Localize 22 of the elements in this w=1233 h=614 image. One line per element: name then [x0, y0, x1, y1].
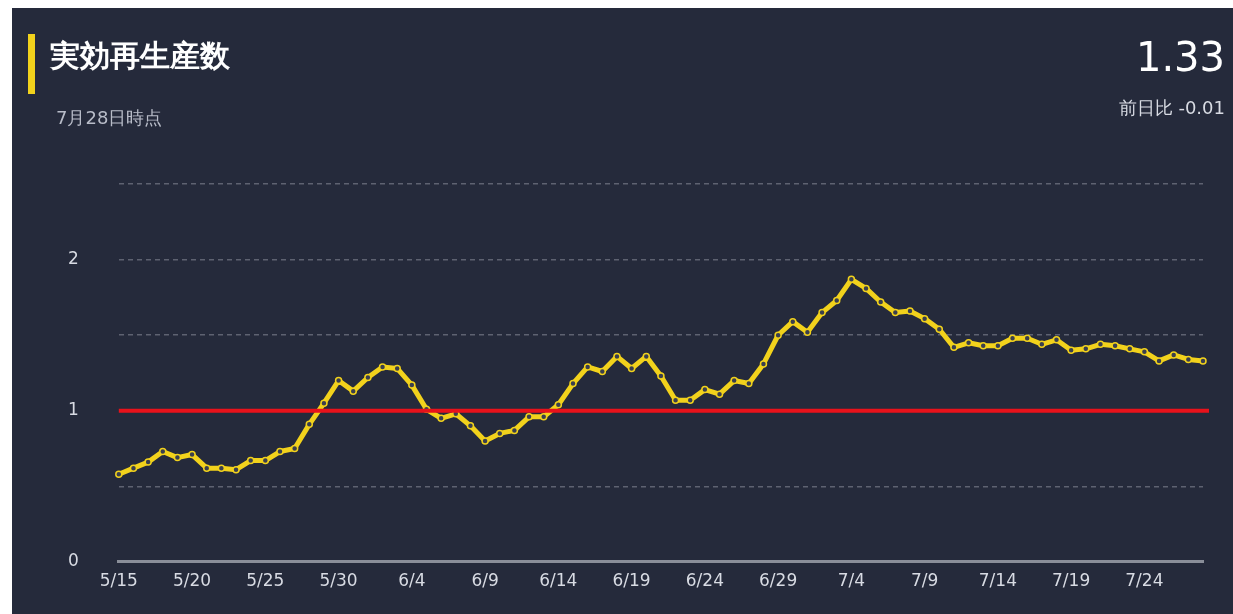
y-tick-label: 1	[67, 399, 79, 420]
x-tick-label: 7/14	[978, 570, 1017, 591]
x-tick-label: 7/4	[837, 570, 866, 591]
y-tick-label: 0	[67, 550, 79, 571]
x-tick-label: 5/15	[99, 570, 138, 591]
text: 1.33	[1135, 34, 1225, 80]
x-tick-label: 7/9	[910, 570, 939, 591]
x-tick-label: 6/19	[612, 570, 651, 591]
x-tick-label: 7/19	[1052, 570, 1091, 591]
x-tick-label: 6/29	[759, 570, 798, 591]
x-tick-label: 5/25	[246, 570, 285, 591]
x-tick-label: 6/9	[471, 570, 499, 591]
x-tick-label: 5/30	[319, 570, 358, 591]
x-tick-label: 7/24	[1125, 570, 1164, 591]
x-tick-label: 6/14	[539, 570, 578, 591]
x-tick-label: 6/4	[398, 570, 426, 591]
x-tick-label: 6/24	[685, 570, 724, 591]
chart-subtitle: 7月28日時点	[56, 106, 163, 130]
y-tick-label: 2	[67, 248, 79, 269]
chart-title: 実効再生産数	[50, 37, 230, 75]
x-tick-label: 5/20	[172, 570, 212, 591]
text: 前日比 -0.01	[1118, 96, 1225, 120]
